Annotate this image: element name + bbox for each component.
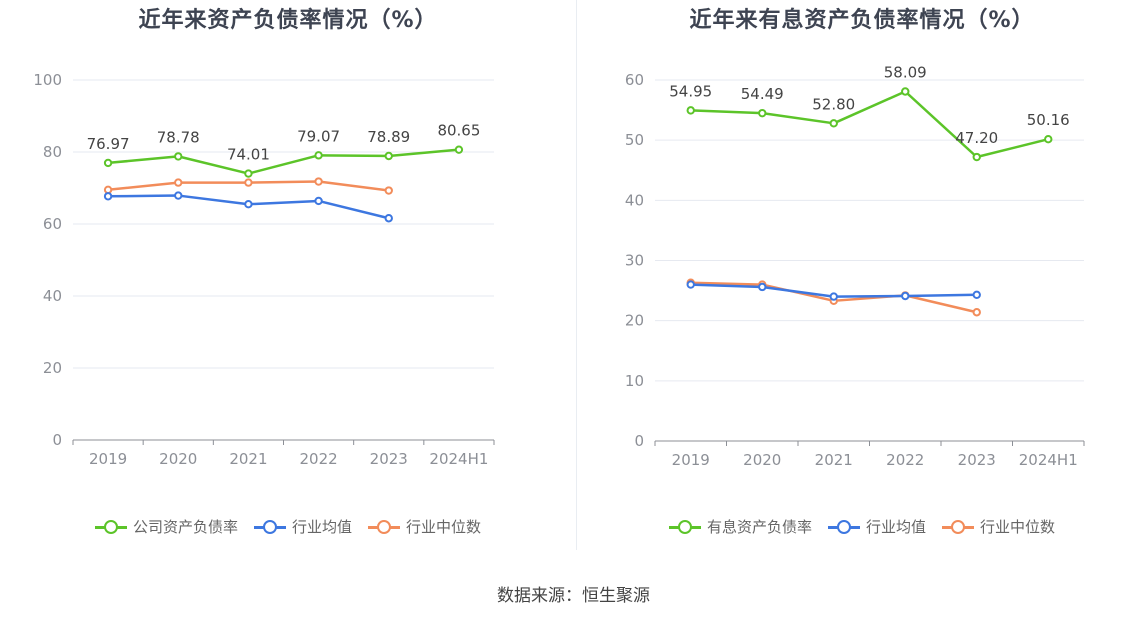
- legend-marker-icon: [368, 519, 400, 534]
- data-source: 数据来源：恒生聚源: [497, 586, 650, 606]
- data-point: [829, 292, 838, 301]
- chart-panel-right: 近年来有息资产负债率情况（%） 0 10 20 30 40 50 60 2019 2020 202…: [577, 0, 1147, 560]
- series-line: [690, 90, 1049, 159]
- x-tick-label: 2023: [958, 451, 996, 469]
- data-point: [174, 191, 183, 200]
- y-tick-label: 20: [43, 359, 62, 377]
- legend-label: 有息资产负债率: [706, 518, 812, 536]
- legend-label: 公司资产负债率: [132, 518, 238, 536]
- data-point: [174, 152, 183, 161]
- series-line: [107, 148, 460, 175]
- data-label: 47.20: [955, 129, 998, 147]
- data-point: [972, 152, 981, 162]
- data-label: 76.97: [87, 135, 130, 153]
- legend-item-2[interactable]: 行业中位数: [368, 516, 481, 537]
- data-label: 54.49: [741, 85, 784, 103]
- data-label: 58.09: [884, 63, 927, 81]
- data-label: 74.01: [227, 146, 270, 164]
- legend-item-1[interactable]: 行业均值: [253, 516, 352, 537]
- legend: 有息资产负债率 行业均值 行业中位数: [577, 516, 1147, 537]
- data-point: [758, 282, 767, 292]
- data-point: [384, 214, 393, 223]
- x-tick-label: 2024H1: [1019, 451, 1078, 469]
- legend-marker-icon: [942, 519, 974, 534]
- data-point: [686, 280, 695, 289]
- chart-title: 近年来有息资产负债率情况（%）: [689, 8, 1035, 33]
- y-tick-label: 10: [625, 372, 644, 390]
- panel-divider: [576, 0, 577, 550]
- x-tick-label: 2024H1: [429, 450, 488, 468]
- data-label: 52.80: [812, 95, 855, 113]
- legend-item-1[interactable]: 行业均值: [827, 516, 926, 537]
- data-point: [314, 196, 323, 206]
- x-tick-label: 2022: [886, 451, 924, 469]
- data-point: [314, 151, 323, 160]
- y-tick-label: 0: [634, 432, 644, 450]
- data-point: [103, 192, 113, 201]
- y-tick-label: 50: [625, 131, 644, 149]
- x-tick-label: 2019: [672, 451, 710, 469]
- y-tick-label: 40: [43, 287, 62, 305]
- legend-marker-icon: [827, 519, 860, 534]
- legend-label: 行业中位数: [406, 518, 482, 536]
- y-tick-label: 40: [625, 191, 644, 209]
- legend-marker-icon: [668, 519, 701, 534]
- data-point: [454, 145, 464, 154]
- data-point: [686, 106, 695, 115]
- x-tick-label: 2020: [743, 451, 781, 469]
- legend-item-0[interactable]: 有息资产负债率: [668, 516, 812, 537]
- data-point: [314, 177, 323, 186]
- data-label: 78.78: [157, 128, 200, 146]
- data-label: 54.95: [669, 82, 712, 100]
- y-tick-label: 100: [33, 71, 62, 89]
- line-chart: 0 20 40 60 80 100 2019 2020 2021 2022 2023 2024H1 76…: [33, 71, 495, 468]
- data-point: [384, 151, 393, 161]
- legend-item-0[interactable]: 公司资产负债率: [94, 516, 238, 537]
- y-tick-label: 20: [625, 312, 644, 330]
- legend-label: 行业中位数: [980, 518, 1056, 536]
- data-point: [103, 158, 113, 168]
- data-point: [901, 87, 910, 96]
- y-tick-label: 60: [625, 71, 644, 89]
- data-label: 50.16: [1027, 111, 1070, 129]
- chart-title: 近年来资产负债率情况（%）: [138, 8, 438, 33]
- x-tick-label: 2019: [89, 450, 127, 468]
- y-tick-label: 0: [52, 431, 62, 449]
- data-point: [758, 108, 767, 118]
- legend-marker-icon: [253, 519, 286, 534]
- x-tick-label: 2021: [815, 451, 853, 469]
- chart-panel-left: 近年来资产负债率情况（%） 0 20 40 60 80 100 2019 2020 2021 20…: [0, 0, 576, 560]
- legend: 公司资产负债率 行业均值 行业中位数: [0, 516, 576, 537]
- data-point: [384, 186, 393, 195]
- legend-label: 行业均值: [291, 518, 352, 536]
- data-point: [829, 119, 838, 128]
- line-chart: 0 10 20 30 40 50 60 2019 2020 2021 2022 2023 2024H1 5…: [625, 63, 1085, 469]
- x-tick-label: 2022: [299, 450, 337, 468]
- legend-label: 行业均值: [865, 518, 926, 536]
- data-point: [244, 200, 253, 209]
- data-point: [972, 290, 981, 299]
- data-point: [174, 178, 183, 187]
- data-point: [103, 185, 113, 195]
- data-point: [1044, 135, 1053, 144]
- x-tick-label: 2023: [370, 450, 408, 468]
- legend-item-2[interactable]: 行业中位数: [942, 516, 1055, 537]
- legend-marker-icon: [94, 519, 127, 534]
- data-label: 80.65: [437, 122, 480, 140]
- data-label: 79.07: [297, 127, 340, 145]
- data-point: [244, 169, 253, 178]
- y-tick-label: 30: [625, 252, 644, 270]
- data-label: 78.89: [367, 128, 410, 146]
- y-tick-label: 60: [43, 215, 62, 233]
- x-tick-label: 2021: [229, 450, 267, 468]
- y-tick-label: 80: [43, 143, 62, 161]
- data-point: [244, 178, 253, 187]
- x-tick-label: 2020: [159, 450, 197, 468]
- data-point: [901, 291, 910, 301]
- data-point: [972, 308, 981, 317]
